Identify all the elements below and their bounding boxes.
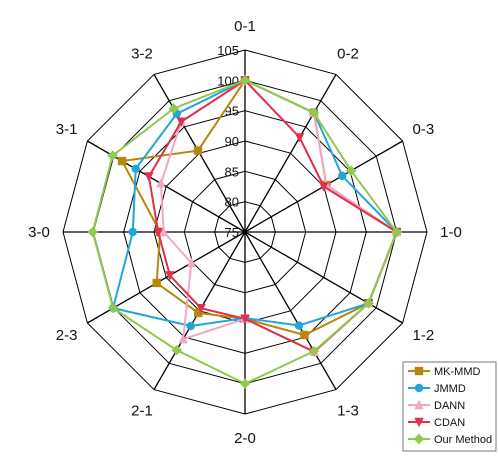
data-point-2-1 <box>171 345 182 356</box>
data-point-1-0 <box>391 226 402 238</box>
data-point-0-3 <box>337 171 347 181</box>
category-label-3-1: 3-1 <box>56 121 78 138</box>
legend: MK-MMD JMMD DANN CDAN Our Method <box>402 361 497 452</box>
data-point-3-0 <box>128 227 137 237</box>
data-point-3-2 <box>176 117 186 127</box>
data-point-0-3 <box>345 165 357 176</box>
legend-label: DANN <box>434 400 465 412</box>
data-point-2-0 <box>240 314 250 324</box>
tick-label-90: 90 <box>225 134 239 149</box>
data-point-3-2 <box>193 146 203 155</box>
tick-label-75: 75 <box>225 225 239 240</box>
data-point-0-2 <box>294 133 305 143</box>
spoke-0-2 <box>244 74 337 233</box>
legend-label: MK-MMD <box>434 366 480 378</box>
data-point-0-3 <box>319 182 329 192</box>
data-point-2-1 <box>196 303 206 314</box>
category-label-3-2: 3-2 <box>131 46 153 63</box>
data-point-3-2 <box>168 103 179 114</box>
data-point-1-3 <box>294 321 304 330</box>
tick-label-95: 95 <box>225 104 239 119</box>
category-label-2-3: 2-3 <box>56 327 78 344</box>
legend-marker <box>414 366 424 376</box>
data-point-2-3 <box>107 302 119 314</box>
tick-label-80: 80 <box>225 195 239 210</box>
data-point-0-1 <box>239 75 251 86</box>
legend-marker <box>413 433 425 445</box>
series-layer <box>87 75 402 389</box>
category-label-0-3: 0-3 <box>413 121 435 138</box>
data-point-3-0 <box>87 226 98 238</box>
data-point-2-3 <box>165 271 175 281</box>
data-point-1-2 <box>363 298 374 309</box>
category-label-2-1: 2-1 <box>131 402 153 419</box>
category-label-1-0: 1-0 <box>440 224 462 241</box>
data-point-3-1 <box>144 172 154 182</box>
data-point-2-1 <box>186 321 195 331</box>
legend-label: CDAN <box>434 417 465 429</box>
spoke-1-3 <box>244 231 337 390</box>
legend-marker <box>414 417 424 428</box>
tick-label-85: 85 <box>225 164 239 179</box>
category-label-1-2: 1-2 <box>413 327 435 344</box>
data-point-2-0 <box>239 378 251 389</box>
legend-label: Our Method <box>434 434 492 446</box>
legend-marker <box>414 399 424 410</box>
data-point-3-1 <box>117 156 127 166</box>
category-label-0-1: 0-1 <box>234 18 256 35</box>
category-label-1-3: 1-3 <box>337 402 359 419</box>
data-point-2-3 <box>152 278 161 288</box>
spoke-1-2 <box>244 231 403 324</box>
category-labels: 0-1 0-2 0-3 1-0 1-2 1-3 2-0 2-1 2-3 3-0 3-1 3-2 <box>28 18 462 447</box>
tick-label-105: 105 <box>217 43 239 58</box>
data-point-3-0 <box>153 227 163 238</box>
data-point-0-2 <box>308 107 320 118</box>
data-point-1-3 <box>308 346 320 357</box>
series-our-method <box>87 75 402 389</box>
category-label-2-0: 2-0 <box>234 430 256 447</box>
data-point-3-1 <box>156 178 166 188</box>
data-point-3-0 <box>159 226 169 237</box>
category-label-3-0: 3-0 <box>28 224 50 241</box>
data-point-3-1 <box>131 164 140 174</box>
data-point-2-1 <box>194 308 203 318</box>
grid-layer <box>62 49 428 415</box>
legend-label: JMMD <box>434 383 466 395</box>
legend-marker <box>414 383 424 393</box>
data-point-2-3 <box>186 257 197 268</box>
data-point-3-1 <box>107 150 118 161</box>
data-point-1-3 <box>300 330 309 340</box>
category-label-0-2: 0-2 <box>337 46 359 63</box>
data-point-2-1 <box>178 333 188 344</box>
